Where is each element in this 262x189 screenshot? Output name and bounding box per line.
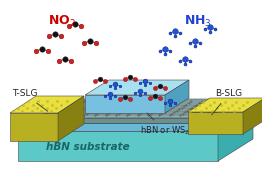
Polygon shape bbox=[200, 99, 230, 123]
Polygon shape bbox=[40, 118, 200, 123]
Polygon shape bbox=[10, 113, 58, 141]
Text: T-SLG: T-SLG bbox=[12, 90, 48, 111]
Polygon shape bbox=[58, 96, 84, 141]
Polygon shape bbox=[52, 105, 218, 123]
Text: B-SLG: B-SLG bbox=[212, 90, 242, 115]
Polygon shape bbox=[85, 80, 189, 95]
Polygon shape bbox=[52, 123, 190, 131]
Polygon shape bbox=[243, 98, 262, 134]
Polygon shape bbox=[188, 98, 262, 112]
Text: hBN substrate: hBN substrate bbox=[46, 143, 130, 153]
Polygon shape bbox=[190, 105, 218, 131]
Text: NH$_3$: NH$_3$ bbox=[184, 13, 212, 29]
Polygon shape bbox=[218, 109, 253, 161]
Polygon shape bbox=[18, 131, 218, 161]
Polygon shape bbox=[18, 109, 253, 131]
Text: NO$_2$: NO$_2$ bbox=[48, 13, 76, 29]
Polygon shape bbox=[10, 96, 84, 113]
Polygon shape bbox=[165, 80, 189, 113]
Text: hBN or WS$_2$: hBN or WS$_2$ bbox=[140, 113, 190, 137]
Polygon shape bbox=[40, 99, 230, 118]
Polygon shape bbox=[188, 112, 243, 134]
Polygon shape bbox=[85, 95, 165, 113]
